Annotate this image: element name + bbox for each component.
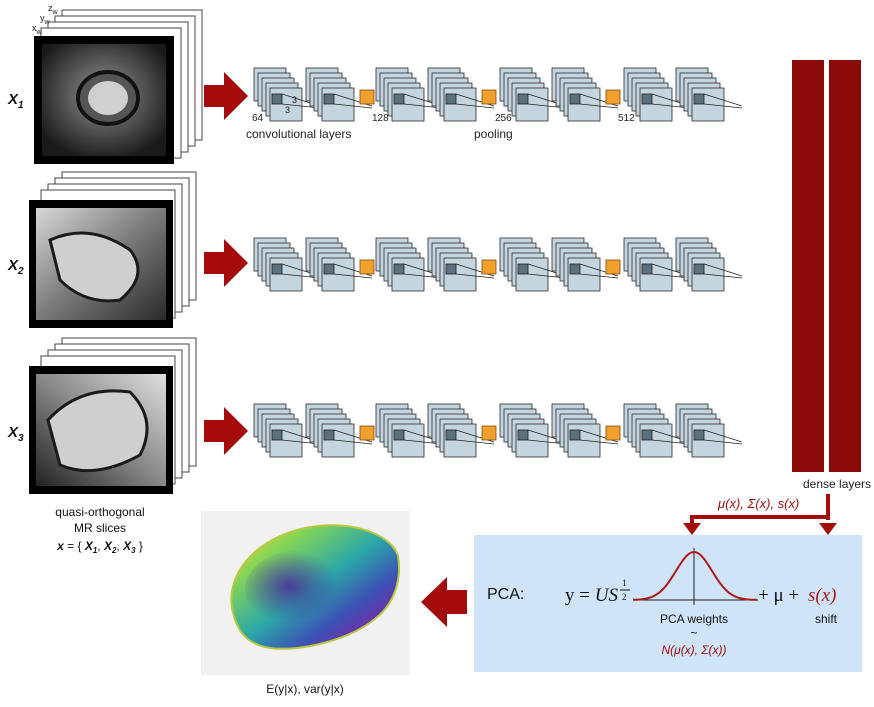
pooling-block: [481, 259, 497, 275]
tilde-label: ~: [690, 626, 697, 640]
exponent-numerator: 1: [622, 578, 627, 588]
kernel: [641, 93, 653, 105]
pooling-block: [605, 89, 621, 105]
dense-to-pca-arrows: [683, 494, 837, 535]
dense-layer-bar: [792, 60, 824, 472]
gaussian-curve: [633, 548, 758, 605]
pooling-block: [481, 89, 497, 105]
kernel: [393, 429, 405, 441]
output-shape-panel: [201, 511, 410, 675]
output-label: E(y|x), var(y|x): [266, 682, 344, 696]
input-label-3: X3: [7, 424, 24, 444]
filters-512: 512: [618, 113, 635, 124]
pooling-block: [359, 259, 375, 275]
axis-labels: zw yw xw: [32, 3, 59, 36]
feature-map: [391, 87, 425, 122]
axis-z-label: zw: [48, 3, 59, 16]
input-label-1: X1: [7, 91, 24, 111]
cnn-rows: [253, 67, 743, 458]
caption-set: x = { X1, X2, X3 }: [56, 539, 143, 555]
feature-map: [391, 423, 425, 458]
distribution-label: N(μ(x), Σ(x)): [661, 643, 726, 657]
dense-layer-bar: [829, 60, 861, 472]
kernel: [693, 429, 705, 441]
axis-y-label: yw: [40, 13, 51, 26]
axis-x-label: xw: [32, 23, 43, 36]
kernel: [271, 263, 283, 275]
filters-128: 128: [372, 113, 389, 124]
kernel: [517, 429, 529, 441]
caption-line-2: MR slices: [74, 521, 126, 535]
filters-256: 256: [495, 113, 512, 124]
kernel: [693, 93, 705, 105]
kernel: [323, 263, 335, 275]
kernel: [569, 429, 581, 441]
input-label-2: X2: [7, 257, 24, 277]
input-stack-2: [29, 171, 197, 328]
pooling-block: [605, 425, 621, 441]
kernel: [445, 93, 457, 105]
input-stack-1: [34, 9, 203, 164]
cnn-row-1: [253, 67, 743, 122]
kernel: [693, 263, 705, 275]
feature-map: [691, 423, 725, 458]
kernel: [393, 263, 405, 275]
filters-64: 64: [252, 113, 264, 124]
feature-map: [269, 87, 303, 122]
exponent-denominator: 2: [622, 592, 627, 602]
cnn-row-2: [253, 237, 743, 292]
arrow-right-icon: [204, 72, 248, 120]
kernel: [323, 429, 335, 441]
pooling-label: pooling: [474, 127, 513, 141]
pca-label: PCA:: [487, 586, 524, 603]
pca-equation-shift: s(x): [808, 585, 836, 606]
kernel: [517, 263, 529, 275]
kernel: [323, 93, 335, 105]
pca-equation-lhs: y = US: [565, 585, 618, 606]
arrow-right-icon: [204, 407, 248, 455]
dense-layers-label: dense layers: [803, 477, 871, 491]
kernel: [569, 263, 581, 275]
shift-label: shift: [815, 612, 838, 626]
input-stack-3: [29, 337, 197, 494]
arrow-right-icon: [204, 239, 248, 287]
pca-equation-mu: + μ +: [758, 585, 799, 606]
kernel: [271, 429, 283, 441]
cnn-row-3: [253, 403, 743, 458]
kernel-height: 3: [292, 95, 297, 105]
pooling-block: [605, 259, 621, 275]
kernel-width: 3: [285, 105, 290, 115]
pooling-block: [481, 425, 497, 441]
dense-layers: dense layers: [792, 60, 871, 491]
pca-weights-label: PCA weights: [660, 612, 728, 626]
kernel: [271, 93, 283, 105]
conv-layers-label: convolutional layers: [246, 127, 351, 141]
kernel: [641, 263, 653, 275]
pooling-block: [359, 425, 375, 441]
caption-line-1: quasi-orthogonal: [55, 505, 144, 519]
input-arrows: [204, 72, 248, 455]
arrow-left-icon: [421, 577, 467, 627]
kernel: [641, 429, 653, 441]
kernel: [445, 263, 457, 275]
kernel: [393, 93, 405, 105]
dense-outputs-label: μ(x), Σ(x), s(x): [717, 496, 799, 511]
feature-map: [443, 257, 477, 292]
kernel: [569, 93, 581, 105]
kernel: [517, 93, 529, 105]
kernel: [445, 429, 457, 441]
pca-box: [474, 535, 862, 672]
pca-panel: PCA: y = US 1 2 + μ + s(x) PCA weights ~…: [474, 535, 862, 672]
pooling-block: [359, 89, 375, 105]
